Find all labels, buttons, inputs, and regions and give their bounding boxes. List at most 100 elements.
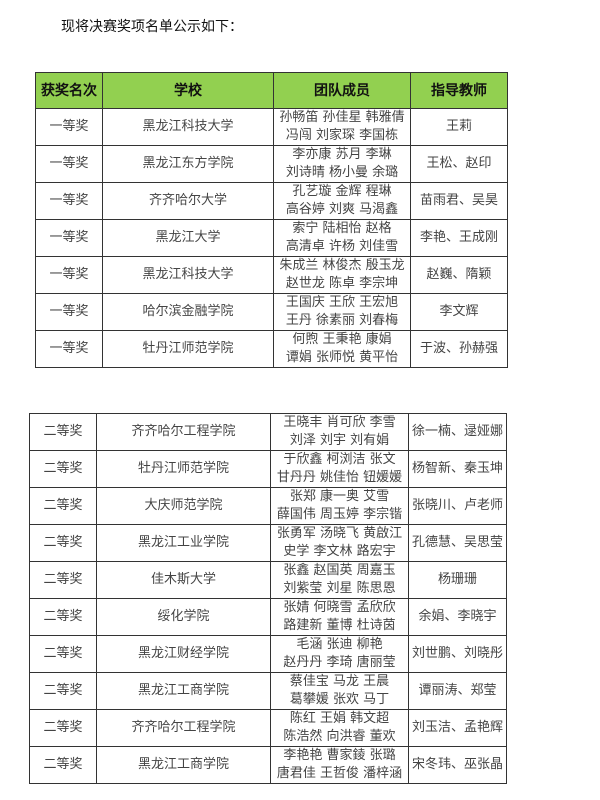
advisor-cell: 王松、赵印	[410, 145, 508, 183]
advisor-cell: 徐一楠、逯娅娜	[408, 413, 507, 451]
members-line: 谭娟 张师悦 黄平怡	[285, 350, 399, 365]
members-line: 张鑫 赵国英 周嘉玉	[283, 563, 396, 578]
school-cell: 齐齐哈尔大学	[102, 182, 274, 220]
members-cell: 张勇军 汤晓飞 黄啟江 史学 李文林 路宏宇	[270, 524, 409, 562]
members-cell: 毛涵 张迪 柳艳 赵丹丹 李琦 唐丽莹	[270, 635, 409, 673]
table-header-row: 获奖名次 学校 团队成员 指导教师	[35, 72, 508, 109]
members-line: 张婧 何晓雪 孟欣欣	[283, 600, 396, 615]
members-line: 葛攀媛 张欢 马丁	[289, 692, 390, 707]
school-cell: 黑龙江财经学院	[96, 635, 271, 673]
school-cell: 黑龙江工商学院	[96, 746, 271, 784]
table-row: 一等奖 黑龙江大学 索宁 陆相怡 赵格 高清卓 许杨 刘佳雪 李艳、王成刚	[35, 219, 508, 257]
members-cell: 孔艺璇 金辉 程琳 高谷婷 刘爽 马渴鑫	[273, 182, 411, 220]
table-row: 二等奖 黑龙江工商学院 蔡佳宝 马龙 王晨 葛攀媛 张欢 马丁 谭丽涛、郑莹	[29, 672, 507, 710]
members-line: 薛国伟 周玉婷 李宗锴	[276, 507, 403, 522]
members-line: 孔艺璇 金辉 程琳	[292, 184, 392, 199]
table-row: 一等奖 齐齐哈尔大学 孔艺璇 金辉 程琳 高谷婷 刘爽 马渴鑫 苗雨君、吴昊	[35, 182, 508, 220]
header-members: 团队成员	[273, 72, 411, 109]
rank-cell: 一等奖	[35, 182, 103, 220]
members-cell: 陈红 王娟 韩文超 陈浩然 向洪睿 董欢	[270, 709, 409, 747]
table-row: 二等奖 绥化学院 张婧 何晓雪 孟欣欣 路建新 董博 杜诗茵 余娟、李晓宇	[29, 598, 507, 636]
rank-cell: 一等奖	[35, 330, 103, 368]
rank-cell: 二等奖	[29, 413, 97, 451]
school-cell: 哈尔滨金融学院	[102, 293, 274, 331]
page-margin	[0, 789, 600, 800]
table-row: 二等奖 黑龙江财经学院 毛涵 张迪 柳艳 赵丹丹 李琦 唐丽莹 刘世鹏、刘晓彤	[29, 635, 507, 673]
rank-cell: 二等奖	[29, 635, 97, 673]
advisor-cell: 谭丽涛、郑莹	[408, 672, 507, 710]
rank-cell: 一等奖	[35, 219, 103, 257]
members-line: 赵丹丹 李琦 唐丽莹	[283, 655, 396, 670]
header-rank: 获奖名次	[35, 72, 103, 109]
members-line: 毛涵 张迪 柳艳	[296, 637, 383, 652]
table-row: 一等奖 牡丹江师范学院 何煦 王秉艳 康娟 谭娟 张师悦 黄平怡 于波、孙赫强	[35, 330, 508, 368]
members-line: 高谷婷 刘爽 马渴鑫	[285, 202, 399, 217]
members-cell: 张鑫 赵国英 周嘉玉 刘紫莹 刘星 陈思恩	[270, 561, 409, 599]
table-row: 二等奖 大庆师范学院 张郑 康一奥 艾雪 薛国伟 周玉婷 李宗锴 张晓川、卢老师	[29, 487, 507, 525]
table-row: 二等奖 黑龙江工商学院 李艳艳 曹家錂 张璐 唐君佳 王哲俊 潘梓涵 宋冬玮、巫张晶	[29, 746, 507, 784]
school-cell: 黑龙江科技大学	[102, 108, 274, 146]
header-school: 学校	[102, 72, 274, 109]
members-line: 冯闯 刘家琛 李国栋	[285, 128, 399, 143]
rank-cell: 一等奖	[35, 256, 103, 294]
document-page: 现将决赛奖项名单公示如下： 获奖名次 学校 团队成员 指导教师 一等奖 黑龙江科技…	[8, 0, 592, 789]
members-line: 刘泽 刘宇 刘有娟	[289, 433, 390, 448]
intro-text: 现将决赛奖项名单公示如下：	[61, 19, 243, 35]
advisor-cell: 余娟、李晓宇	[408, 598, 507, 636]
rank-cell: 一等奖	[35, 145, 103, 183]
advisor-cell: 赵巍、隋颖	[410, 256, 508, 294]
advisor-cell: 刘世鹏、刘晓彤	[408, 635, 507, 673]
members-cell: 孙畅笛 孙佳星 韩雅倩 冯闯 刘家琛 李国栋	[273, 108, 411, 146]
members-line: 王丹 徐素丽 刘春梅	[285, 313, 399, 328]
advisor-cell: 张晓川、卢老师	[408, 487, 507, 525]
first-prize-table: 获奖名次 学校 团队成员 指导教师 一等奖 黑龙江科技大学 孙畅笛 孙佳星 韩雅倩冯…	[35, 72, 508, 368]
members-line: 王国庆 王欣 王宏旭	[285, 295, 399, 310]
advisor-cell: 李文辉	[410, 293, 508, 331]
advisor-cell: 于波、孙赫强	[410, 330, 508, 368]
rank-cell: 二等奖	[29, 598, 97, 636]
members-line: 史学 李文林 路宏宇	[283, 544, 396, 559]
advisor-cell: 杨智新、秦玉坤	[408, 450, 507, 488]
members-line: 张郑 康一奥 艾雪	[289, 489, 390, 504]
rank-cell: 二等奖	[29, 487, 97, 525]
members-line: 甘丹丹 姚佳怡 钮媛媛	[276, 470, 403, 485]
school-cell: 黑龙江工商学院	[96, 672, 271, 710]
table-row: 二等奖 齐齐哈尔工程学院 王晓丰 肖可欣 李雪 刘泽 刘宇 刘有娟 徐一楠、逯娅娜	[29, 413, 507, 451]
members-cell: 何煦 王秉艳 康娟 谭娟 张师悦 黄平怡	[273, 330, 411, 368]
members-line: 陈浩然 向洪睿 董欢	[283, 729, 396, 744]
members-line: 唐君佳 王哲俊 潘梓涵	[276, 766, 403, 781]
rank-cell: 二等奖	[29, 709, 97, 747]
school-cell: 牡丹江师范学院	[102, 330, 274, 368]
table-row: 一等奖 黑龙江科技大学 孙畅笛 孙佳星 韩雅倩 冯闯 刘家琛 李国栋 王莉	[35, 108, 508, 146]
members-line: 索宁 陆相怡 赵格	[292, 221, 392, 236]
members-line: 王晓丰 肖可欣 李雪	[283, 415, 396, 430]
table-row: 二等奖 黑龙江工业学院 张勇军 汤晓飞 黄啟江 史学 李文林 路宏宇 孔德慧、吴思莹	[29, 524, 507, 562]
members-line: 刘诗晴 杨小曼 余璐	[285, 165, 399, 180]
members-line: 朱成兰 林俊杰 殷玉龙	[279, 258, 405, 273]
school-cell: 齐齐哈尔工程学院	[96, 709, 271, 747]
table-row: 二等奖 佳木斯大学 张鑫 赵国英 周嘉玉 刘紫莹 刘星 陈思恩 杨珊珊	[29, 561, 507, 599]
members-cell: 张郑 康一奥 艾雪 薛国伟 周玉婷 李宗锴	[270, 487, 409, 525]
members-cell: 张婧 何晓雪 孟欣欣 路建新 董博 杜诗茵	[270, 598, 409, 636]
advisor-cell: 杨珊珊	[408, 561, 507, 599]
rank-cell: 一等奖	[35, 293, 103, 331]
members-cell: 蔡佳宝 马龙 王晨 葛攀媛 张欢 马丁	[270, 672, 409, 710]
school-cell: 大庆师范学院	[96, 487, 271, 525]
members-cell: 索宁 陆相怡 赵格 高清卓 许杨 刘佳雪	[273, 219, 411, 257]
school-cell: 齐齐哈尔工程学院	[96, 413, 271, 451]
table-row: 一等奖 黑龙江东方学院 李亦康 苏月 李琳 刘诗晴 杨小曼 余璐 王松、赵印	[35, 145, 508, 183]
rank-cell: 二等奖	[29, 450, 97, 488]
table-row: 二等奖 牡丹江师范学院 于欣鑫 柯浏洁 张文 甘丹丹 姚佳怡 钮媛媛 杨智新、秦玉坤	[29, 450, 507, 488]
header-advisor: 指导教师	[410, 72, 508, 109]
members-cell: 李艳艳 曹家錂 张璐 唐君佳 王哲俊 潘梓涵	[270, 746, 409, 784]
members-line: 李艳艳 曹家錂 张璐	[283, 748, 396, 763]
members-line: 李亦康 苏月 李琳	[292, 147, 392, 162]
advisor-cell: 宋冬玮、巫张晶	[408, 746, 507, 784]
school-cell: 绥化学院	[96, 598, 271, 636]
members-line: 于欣鑫 柯浏洁 张文	[283, 452, 396, 467]
advisor-cell: 李艳、王成刚	[410, 219, 508, 257]
members-cell: 王晓丰 肖可欣 李雪 刘泽 刘宇 刘有娟	[270, 413, 409, 451]
members-cell: 朱成兰 林俊杰 殷玉龙 赵世龙 陈卓 李宗坤	[273, 256, 411, 294]
school-cell: 黑龙江工业学院	[96, 524, 271, 562]
members-cell: 李亦康 苏月 李琳 刘诗晴 杨小曼 余璐	[273, 145, 411, 183]
